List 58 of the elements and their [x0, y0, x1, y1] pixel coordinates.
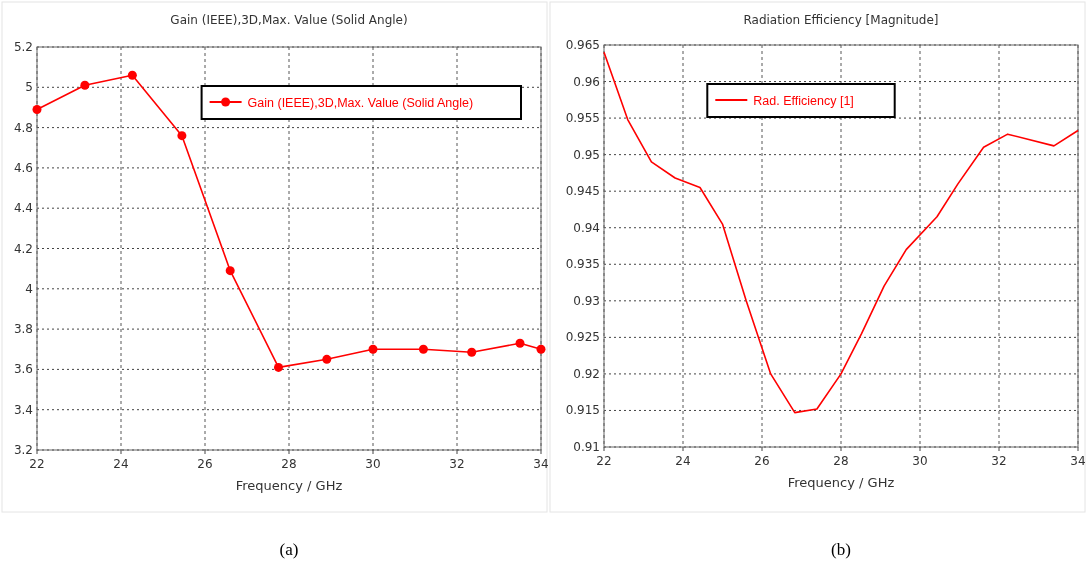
- x-tick-label: 22: [596, 454, 612, 468]
- y-tick-label: 0.95: [573, 147, 600, 162]
- x-tick-label: 24: [113, 457, 129, 471]
- y-tick-label: 0.925: [565, 330, 600, 345]
- text: (b): [831, 540, 851, 559]
- text: (a): [279, 540, 299, 559]
- point: [536, 344, 546, 354]
- x-tick-label: 30: [912, 454, 928, 468]
- y-tick-label: 3.8: [13, 322, 33, 337]
- y-tick-label: 4.8: [13, 120, 33, 135]
- x-tick-label: 24: [675, 454, 691, 468]
- point: [368, 344, 378, 354]
- y-tick-label: 0.94: [573, 220, 600, 235]
- y-tick-label: 4.2: [13, 241, 33, 256]
- point: [418, 344, 428, 354]
- y-tick-label: 0.96: [573, 74, 600, 89]
- y-tick-label: 5: [25, 80, 33, 95]
- legend-label: Rad. Efficiency [1]: [753, 94, 854, 108]
- x-axis-title: Frequency / GHz: [235, 478, 343, 493]
- point: [80, 80, 90, 90]
- point: [515, 338, 525, 348]
- y-tick-label: 0.92: [573, 366, 600, 381]
- x-axis-title: Frequency / GHz: [787, 475, 895, 490]
- x-tick-label: 34: [533, 457, 549, 471]
- y-tick-label: 5.2: [13, 40, 33, 54]
- y-tick-label: 0.955: [565, 111, 600, 126]
- y-tick-label: 0.935: [565, 257, 600, 272]
- legend-label: Gain (IEEE),3D,Max. Value (Solid Angle): [247, 96, 474, 110]
- chart-title: Radiation Efficiency [Magnitude]: [743, 13, 939, 27]
- y-tick-label: 4.6: [13, 160, 33, 175]
- y-tick-label: 3.4: [13, 402, 33, 417]
- y-tick-label: 3.2: [13, 443, 33, 457]
- point: [322, 354, 332, 364]
- x-tick-label: 34: [1070, 454, 1086, 468]
- x-tick-label: 28: [833, 454, 849, 468]
- y-tick-label: 4: [25, 281, 33, 296]
- y-tick-label: 0.965: [565, 38, 600, 52]
- x-tick-label: 28: [281, 457, 297, 471]
- y-tick-label: 3.6: [13, 362, 33, 377]
- y-tick-label: 0.93: [573, 293, 600, 308]
- point: [177, 131, 187, 141]
- line-series: [603, 51, 1079, 414]
- x-tick-label: 32: [991, 454, 1007, 468]
- point: [225, 266, 235, 276]
- y-tick-label: 0.945: [565, 184, 600, 199]
- x-tick-label: 32: [449, 457, 465, 471]
- y-tick-label: 0.91: [573, 440, 600, 454]
- y-tick-label: 4.4: [13, 201, 33, 216]
- x-tick-label: 30: [365, 457, 381, 471]
- x-tick-label: 22: [29, 457, 45, 471]
- point: [127, 70, 137, 80]
- point: [274, 362, 283, 372]
- point: [32, 104, 42, 114]
- y-tick-label: 0.915: [565, 403, 600, 418]
- point: [467, 347, 477, 357]
- x-tick-label: 26: [754, 454, 770, 468]
- x-tick-label: 26: [197, 457, 213, 471]
- chart-title: Gain (IEEE),3D,Max. Value (Solid Angle): [170, 13, 408, 27]
